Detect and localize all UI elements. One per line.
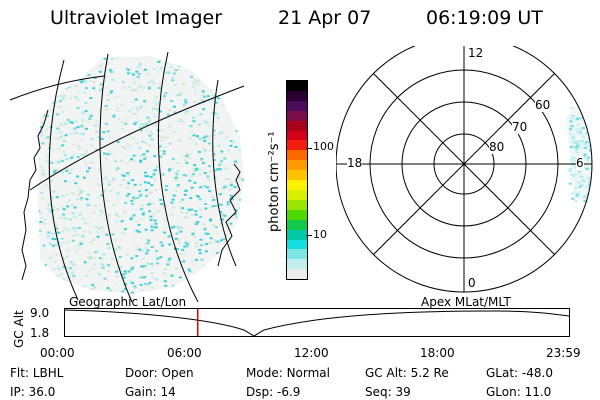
status-mode: Mode: Normal (246, 366, 330, 380)
status-gain: Gain: 14 (125, 385, 176, 399)
polar-label-bottom: 0 (468, 276, 476, 290)
colorbar-segment (287, 150, 307, 161)
colorbar-segment (287, 219, 307, 230)
color-scale-bar (286, 80, 308, 280)
image-title: Ultraviolet Imager (50, 7, 223, 29)
image-date: 21 Apr 07 (278, 7, 372, 29)
colorbar-segment (287, 259, 307, 270)
colorbar-segment (287, 90, 307, 101)
timeline-left-label: Geographic Lat/Lon (69, 295, 187, 309)
coastline (21, 109, 241, 281)
colorbar-segment (287, 269, 307, 280)
altitude-curve (64, 309, 570, 337)
colorbar-tick-100 (306, 148, 312, 149)
colorbar-segment (287, 170, 307, 181)
timeline-frame (64, 308, 570, 337)
polar-ring-label-60: 60 (535, 98, 551, 112)
status-glat: GLat: -48.0 (486, 366, 553, 380)
polar-label-left: 18 (347, 156, 363, 170)
status-gc-alt: GC Alt: 5.2 Re (365, 366, 449, 380)
colorbar-segment (287, 120, 307, 131)
status-filter: Flt: LBHL (10, 366, 64, 380)
colorbar-segment (287, 199, 307, 210)
colorbar-label-10: 10 (313, 228, 327, 241)
timeline-x-tick-1: 06:00 (167, 346, 202, 360)
colorbar-unit-label: photon cm⁻²s⁻¹ (267, 131, 282, 232)
polar-label-right: 6 (576, 156, 584, 170)
colorbar-segment (287, 229, 307, 240)
timeline-x-tick-3: 18:00 (420, 346, 455, 360)
colorbar-segment (287, 239, 307, 250)
status-glon: GLon: 11.0 (486, 385, 552, 399)
timeline-y-axis-title: GC Alt (12, 310, 26, 348)
polar-label-top: 12 (468, 46, 484, 60)
colorbar-segment (287, 189, 307, 200)
status-seq: Seq: 39 (365, 385, 411, 399)
lat-lon-grid (9, 51, 245, 303)
colorbar-segment (287, 249, 307, 260)
status-door: Door: Open (125, 366, 194, 380)
image-time: 06:19:09 UT (426, 7, 543, 29)
colorbar-segment (287, 100, 307, 111)
timeline-right-label: Apex MLat/MLT (421, 295, 511, 309)
orbit-altitude-timeline (64, 308, 570, 337)
timeline-y-tick-low: 1.8 (30, 326, 50, 340)
timeline-x-tick-4: 23:59 (546, 346, 581, 360)
colorbar-segment (287, 180, 307, 190)
status-dsp: Dsp: -6.9 (246, 385, 301, 399)
timeline-x-tick-0: 00:00 (40, 346, 75, 360)
magnetic-polar-plot (336, 46, 593, 293)
colorbar-segment (287, 160, 307, 171)
polar-ring-label-70: 70 (512, 120, 528, 134)
timeline-y-tick-high: 9.0 (30, 306, 50, 320)
colorbar-segment (287, 140, 307, 151)
colorbar-segment (287, 209, 307, 220)
polar-ring-label-80: 80 (489, 140, 505, 154)
colorbar-label-100: 100 (313, 140, 334, 153)
timeline-x-tick-2: 12:00 (294, 346, 329, 360)
polar-diagonal-2 (372, 72, 556, 256)
colorbar-segment (287, 110, 307, 121)
colorbar-segment (287, 130, 307, 141)
geographic-uv-image (9, 51, 245, 303)
colorbar-segment (287, 81, 307, 91)
status-ip: IP: 36.0 (10, 385, 56, 399)
colorbar-tick-10 (306, 235, 312, 236)
